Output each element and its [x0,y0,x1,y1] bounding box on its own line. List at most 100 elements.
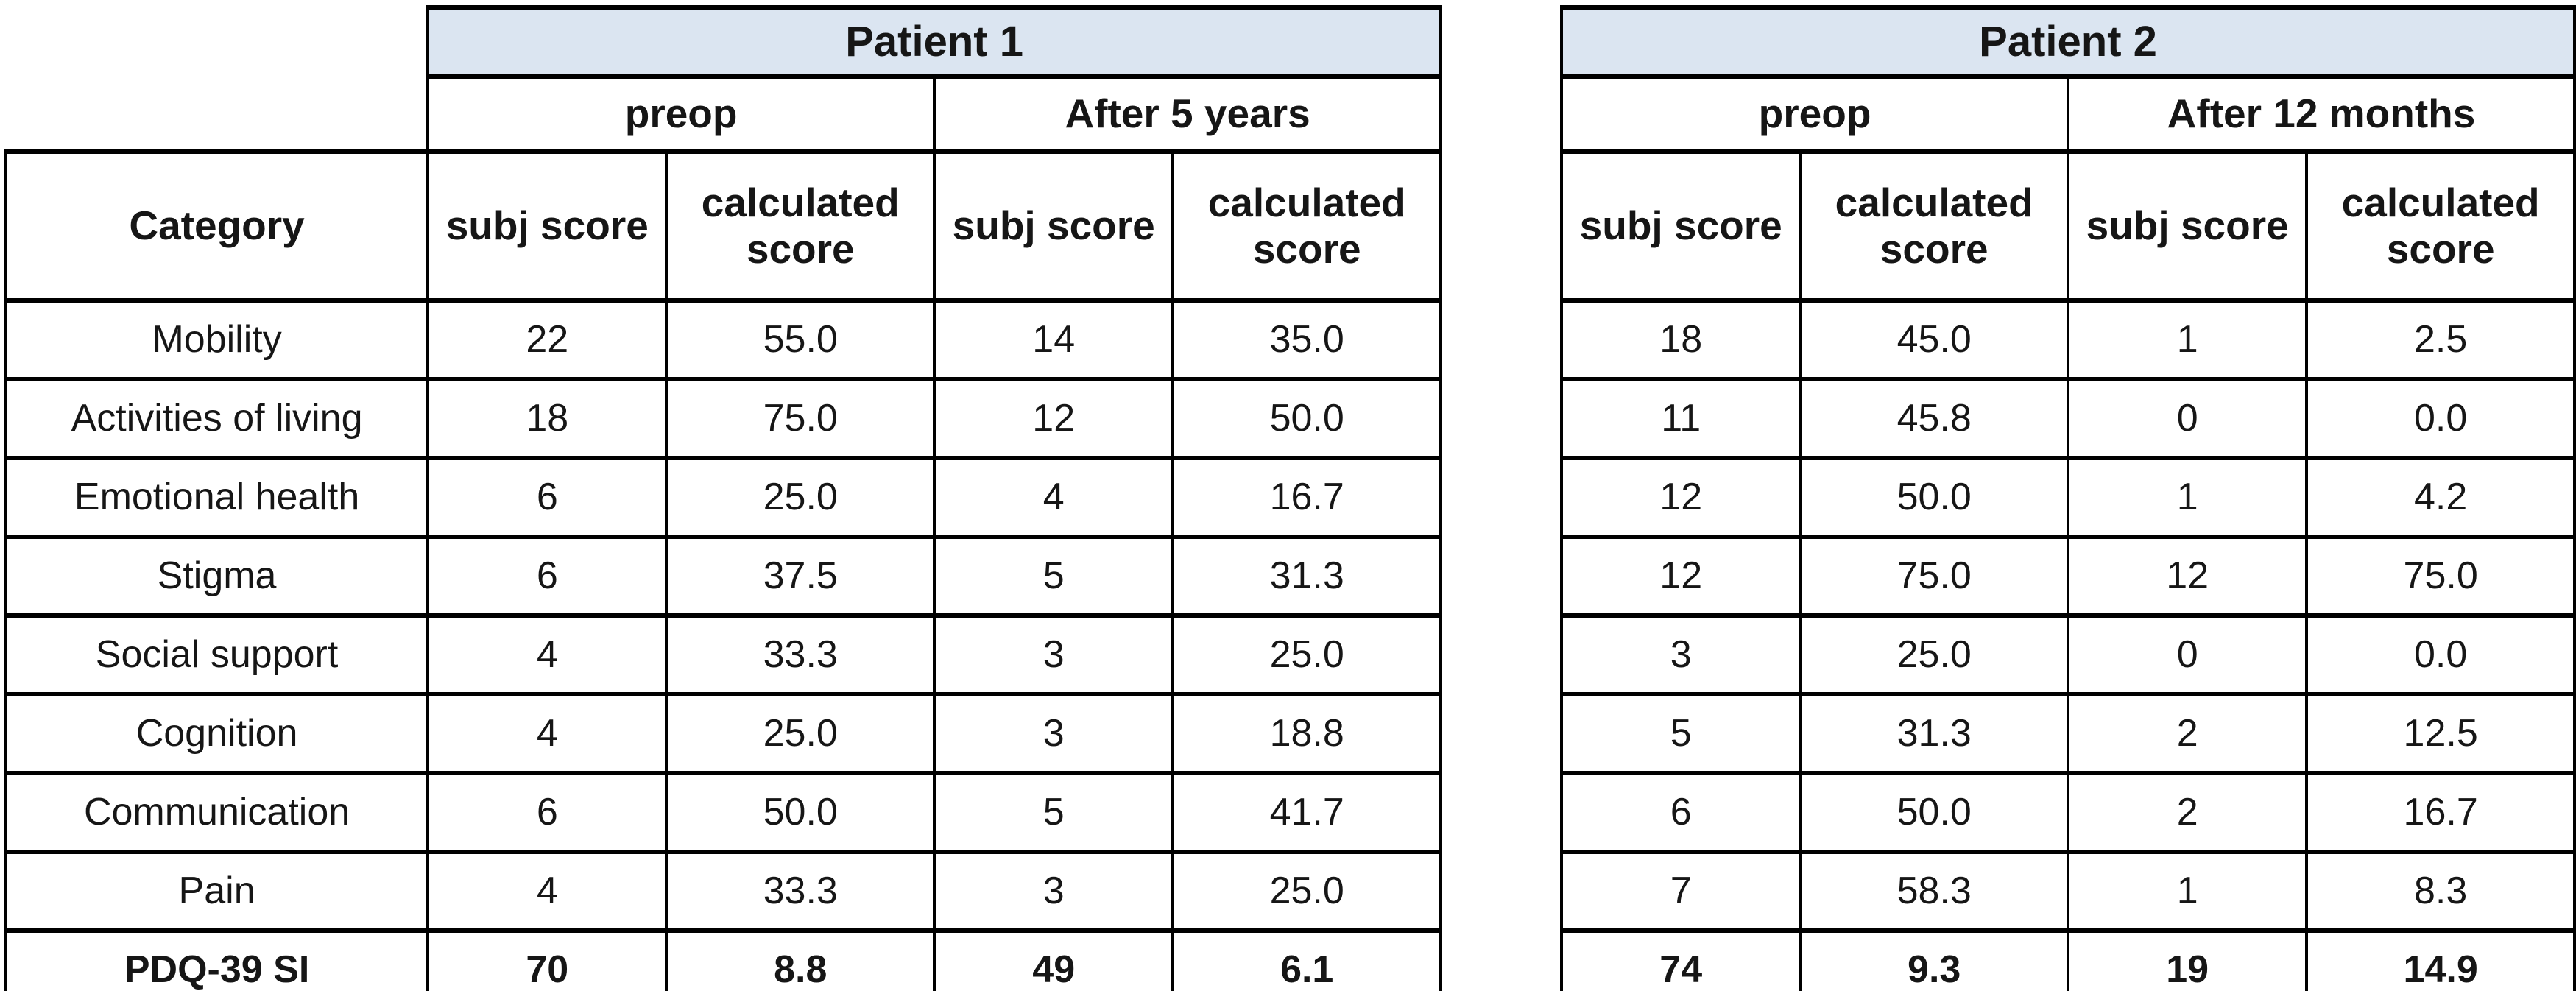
value-cell: 50.0 [665,771,936,854]
value-cell: 16.7 [2305,771,2576,854]
value-cell: 14 [933,298,1175,381]
value-cell: 6 [426,771,668,854]
value-cell: 45.8 [1799,377,2070,460]
patient1-followup-calculated-score-header: calculated score [1171,149,1443,303]
patient1-period-spacer [6,77,428,152]
value-cell: 75.0 [665,377,936,460]
table-row: 5 31.3 2 12.5 [1560,692,2576,775]
value-cell: 18 [1560,298,1802,381]
patient2-preop-subj-score-header: subj score [1560,149,1802,303]
table-row: PDQ-39 SI 70 8.8 49 6.1 [4,928,1443,991]
value-cell: 16.7 [1171,456,1443,539]
value-cell: 75.0 [2305,535,2576,618]
value-cell: 18 [426,377,668,460]
table-row: Communication 6 50.0 5 41.7 [4,771,1443,854]
table-row: 11 45.8 0 0.0 [1560,377,2576,460]
table-row: Emotional health 6 25.0 4 16.7 [4,456,1443,539]
value-cell: 1 [2067,850,2309,933]
value-cell: 12 [1560,535,1802,618]
value-cell: 2 [2067,771,2309,854]
patient1-followup-subj-score-header: subj score [933,149,1175,303]
value-cell: 4 [426,850,668,933]
value-cell: 25.0 [665,456,936,539]
category-cell: Pain [4,850,430,933]
value-cell: 74 [1560,928,1802,991]
value-cell: 25.0 [1171,850,1443,933]
value-cell: 3 [933,613,1175,696]
value-cell: 4 [933,456,1175,539]
value-cell: 58.3 [1799,850,2070,933]
patient2-preop-calculated-score-header: calculated score [1799,149,2070,303]
table-row: 12 50.0 1 4.2 [1560,456,2576,539]
value-cell: 22 [426,298,668,381]
value-cell: 41.7 [1171,771,1443,854]
value-cell: 1 [2067,456,2309,539]
table-row: Activities of living 18 75.0 12 50.0 [4,377,1443,460]
value-cell: 11 [1560,377,1802,460]
value-cell: 12 [2067,535,2309,618]
value-cell: 5 [1560,692,1802,775]
value-cell: 75.0 [1799,535,2070,618]
value-cell: 14.9 [2305,928,2576,991]
table-row: Cognition 4 25.0 3 18.8 [4,692,1443,775]
category-cell: Mobility [4,298,430,381]
category-cell: Social support [4,613,430,696]
category-cell: Communication [4,771,430,854]
patient1-title: Patient 1 [426,5,1443,79]
table-row: 74 9.3 19 14.9 [1560,928,2576,991]
table-row: 12 75.0 12 75.0 [1560,535,2576,618]
value-cell: 3 [933,692,1175,775]
value-cell: 3 [1560,613,1802,696]
category-cell: Emotional health [4,456,430,539]
table-row: 6 50.0 2 16.7 [1560,771,2576,854]
value-cell: 8.8 [665,928,936,991]
patient1-preop-calculated-score-header: calculated score [665,149,936,303]
value-cell: 37.5 [665,535,936,618]
patient1-top-spacer [6,7,428,77]
table-row: 7 58.3 1 8.3 [1560,850,2576,933]
value-cell: 35.0 [1171,298,1443,381]
value-cell: 25.0 [1171,613,1443,696]
patient2-followup-calculated-score-header: calculated score [2305,149,2576,303]
value-cell: 12 [1560,456,1802,539]
value-cell: 4 [426,692,668,775]
patient1-category-header: Category [4,149,430,303]
value-cell: 12 [933,377,1175,460]
value-cell: 45.0 [1799,298,2070,381]
value-cell: 31.3 [1171,535,1443,618]
category-cell: PDQ-39 SI [4,928,430,991]
patient1-period-followup: After 5 years [933,74,1443,154]
value-cell: 2.5 [2305,298,2576,381]
value-cell: 6 [1560,771,1802,854]
value-cell: 6 [426,456,668,539]
value-cell: 70 [426,928,668,991]
value-cell: 6 [426,535,668,618]
value-cell: 0 [2067,377,2309,460]
value-cell: 7 [1560,850,1802,933]
value-cell: 8.3 [2305,850,2576,933]
value-cell: 25.0 [665,692,936,775]
value-cell: 50.0 [1799,771,2070,854]
patient2-period-preop: preop [1560,74,2070,154]
value-cell: 5 [933,535,1175,618]
patient2-table: Patient 2 preop After 12 months subj sco… [1560,5,2576,991]
value-cell: 2 [2067,692,2309,775]
value-cell: 5 [933,771,1175,854]
value-cell: 4.2 [2305,456,2576,539]
value-cell: 33.3 [665,613,936,696]
value-cell: 3 [933,850,1175,933]
patient1-table: Patient 1 preop After 5 years Category s… [4,5,1443,991]
patient1-period-preop: preop [426,74,936,154]
patient2-body: 18 45.0 1 2.5 11 45.8 0 0.0 12 50.0 1 4.2 12 75.0 12 75… [1560,298,2576,991]
value-cell: 0.0 [2305,613,2576,696]
value-cell: 9.3 [1799,928,2070,991]
value-cell: 31.3 [1799,692,2070,775]
value-cell: 50.0 [1799,456,2070,539]
value-cell: 12.5 [2305,692,2576,775]
table-row: 3 25.0 0 0.0 [1560,613,2576,696]
value-cell: 19 [2067,928,2309,991]
value-cell: 6.1 [1171,928,1443,991]
value-cell: 1 [2067,298,2309,381]
table-row: Social support 4 33.3 3 25.0 [4,613,1443,696]
